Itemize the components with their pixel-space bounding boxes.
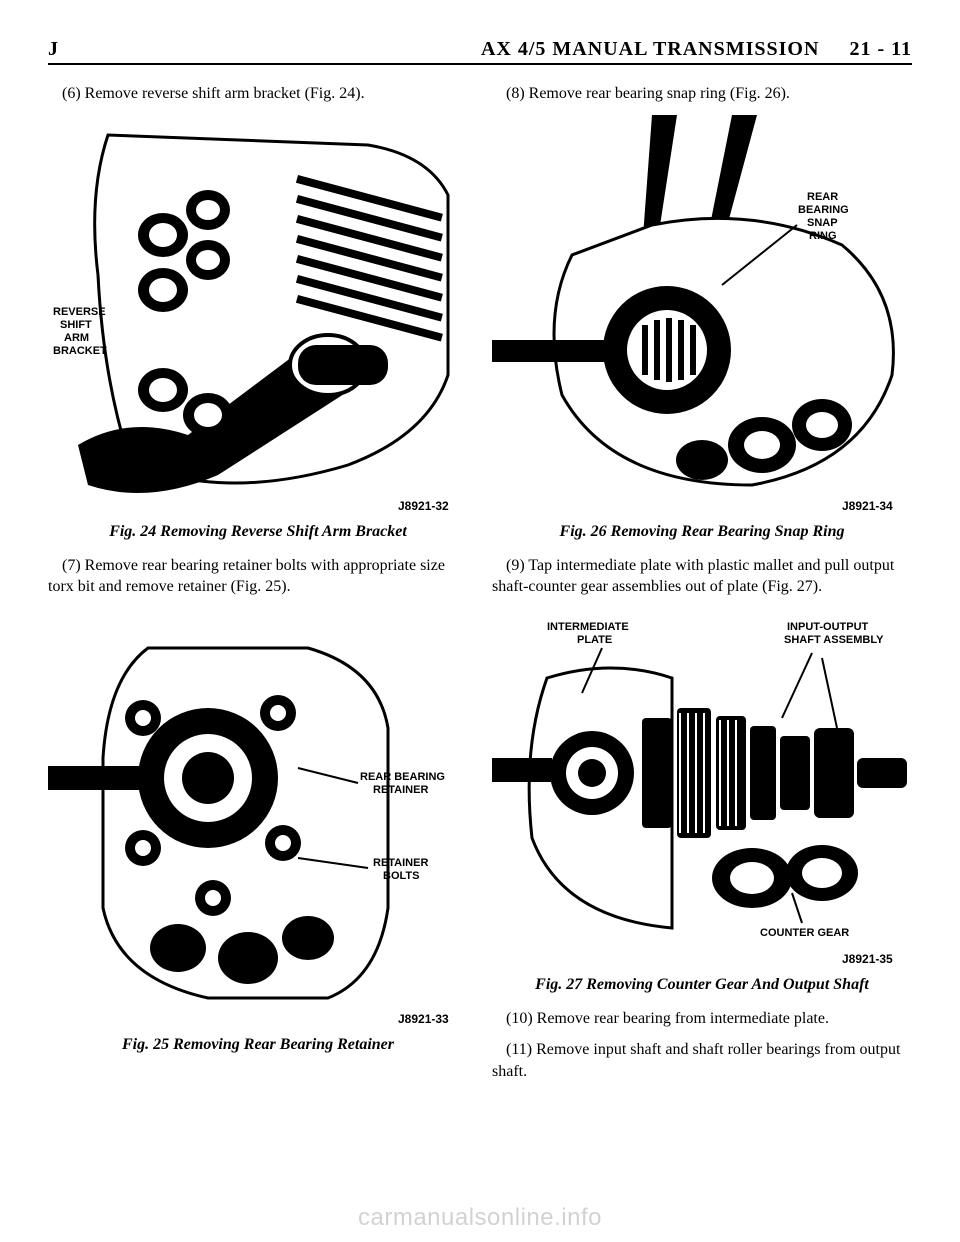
figure-27: INTERMEDIATE PLATE INPUT-OUTPUT SHAFT AS… [492, 608, 912, 968]
svg-text:REVERSE: REVERSE [53, 306, 106, 318]
svg-text:INPUT-OUTPUT: INPUT-OUTPUT [787, 621, 869, 633]
svg-text:SHIFT: SHIFT [60, 319, 92, 331]
svg-text:INTERMEDIATE: INTERMEDIATE [547, 621, 629, 633]
svg-text:RING: RING [809, 230, 837, 242]
fig24-callout-l2: SHIFT [60, 319, 92, 331]
fig26-c1-l4: RING [809, 230, 837, 242]
svg-text:RETAINER: RETAINER [373, 784, 428, 796]
fig27-c2-l2: SHAFT ASSEMBLY [784, 634, 884, 646]
svg-text:ARM: ARM [64, 332, 89, 344]
fig25-c1-l2: RETAINER [373, 784, 428, 796]
step-10-text: (10) Remove rear bearing from intermedia… [492, 1008, 912, 1030]
fig25-c1-l1: REAR BEARING [360, 771, 445, 783]
left-column: (6) Remove reverse shift arm bracket (Fi… [48, 83, 468, 1093]
step-7-text: (7) Remove rear bearing retainer bolts w… [48, 555, 468, 598]
figure-26-caption: Fig. 26 Removing Rear Bearing Snap Ring [492, 523, 912, 541]
svg-text:REAR: REAR [807, 191, 838, 203]
figure-25: REAR BEARING RETAINER RETAINER BOLTS J89… [48, 608, 468, 1028]
right-column: (8) Remove rear bearing snap ring (Fig. … [492, 83, 912, 1093]
fig27-c2-l1: INPUT-OUTPUT [787, 621, 869, 633]
figure-24: REVERSE SHIFT ARM BRACKET J8921-32 [48, 115, 468, 515]
svg-text:COUNTER GEAR: COUNTER GEAR [760, 927, 849, 939]
fig26-c1-l2: BEARING [798, 204, 849, 216]
header-section-title: AX 4/5 MANUAL TRANSMISSION [481, 38, 819, 60]
svg-text:BEARING: BEARING [798, 204, 849, 216]
fig24-code: J8921-32 [398, 499, 449, 513]
fig27-c3: COUNTER GEAR [760, 927, 849, 939]
page-header: J AX 4/5 MANUAL TRANSMISSION 21 - 11 [48, 38, 912, 65]
figure-24-caption: Fig. 24 Removing Reverse Shift Arm Brack… [48, 523, 468, 541]
fig27-c1-l2: PLATE [577, 634, 612, 646]
fig27-c1-l1: INTERMEDIATE [547, 621, 629, 633]
figure-27-caption: Fig. 27 Removing Counter Gear And Output… [492, 976, 912, 994]
fig25-c2-l1: RETAINER [373, 857, 428, 869]
fig27-code: J8921-35 [842, 952, 893, 966]
fig25-code: J8921-33 [398, 1012, 449, 1026]
svg-text:REAR BEARING: REAR BEARING [360, 771, 445, 783]
svg-text:BRACKET: BRACKET [53, 345, 107, 357]
svg-text:J8921-34: J8921-34 [842, 499, 893, 513]
header-right: AX 4/5 MANUAL TRANSMISSION 21 - 11 [481, 38, 912, 61]
figure-25-caption: Fig. 25 Removing Rear Bearing Retainer [48, 1036, 468, 1054]
two-column-layout: (6) Remove reverse shift arm bracket (Fi… [48, 83, 912, 1093]
svg-text:SNAP: SNAP [807, 217, 838, 229]
svg-text:J8921-32: J8921-32 [398, 499, 449, 513]
svg-text:PLATE: PLATE [577, 634, 612, 646]
figure-26: REAR BEARING SNAP RING J8921-34 [492, 115, 912, 515]
header-page-number: 21 - 11 [849, 38, 912, 60]
svg-text:RETAINER: RETAINER [373, 857, 428, 869]
svg-text:J8921-33: J8921-33 [398, 1012, 449, 1026]
step-11-text: (11) Remove input shaft and shaft roller… [492, 1039, 912, 1082]
fig24-callout-l3: ARM [64, 332, 89, 344]
fig26-c1-l3: SNAP [807, 217, 838, 229]
fig25-c2-l2: BOLTS [383, 870, 419, 882]
svg-text:BOLTS: BOLTS [383, 870, 419, 882]
svg-text:SHAFT ASSEMBLY: SHAFT ASSEMBLY [784, 634, 884, 646]
fig26-c1-l1: REAR [807, 191, 838, 203]
step-9-text: (9) Tap intermediate plate with plastic … [492, 555, 912, 598]
header-left-code: J [48, 38, 59, 61]
svg-text:J8921-35: J8921-35 [842, 952, 893, 966]
fig24-callout-l4: BRACKET [53, 345, 107, 357]
fig24-callout-l1: REVERSE [53, 306, 106, 318]
fig26-code: J8921-34 [842, 499, 893, 513]
watermark-text: carmanualsonline.info [0, 1204, 960, 1232]
step-8-text: (8) Remove rear bearing snap ring (Fig. … [492, 83, 912, 105]
step-6-text: (6) Remove reverse shift arm bracket (Fi… [48, 83, 468, 105]
